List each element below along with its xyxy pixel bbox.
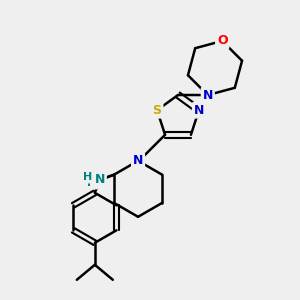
Text: N: N — [194, 104, 204, 117]
Text: O: O — [217, 34, 228, 47]
Text: N: N — [202, 88, 213, 101]
Text: S: S — [153, 104, 162, 117]
Text: H: H — [87, 178, 96, 188]
Text: N: N — [133, 154, 143, 167]
Text: N: N — [94, 173, 105, 186]
Text: H: H — [83, 172, 92, 182]
